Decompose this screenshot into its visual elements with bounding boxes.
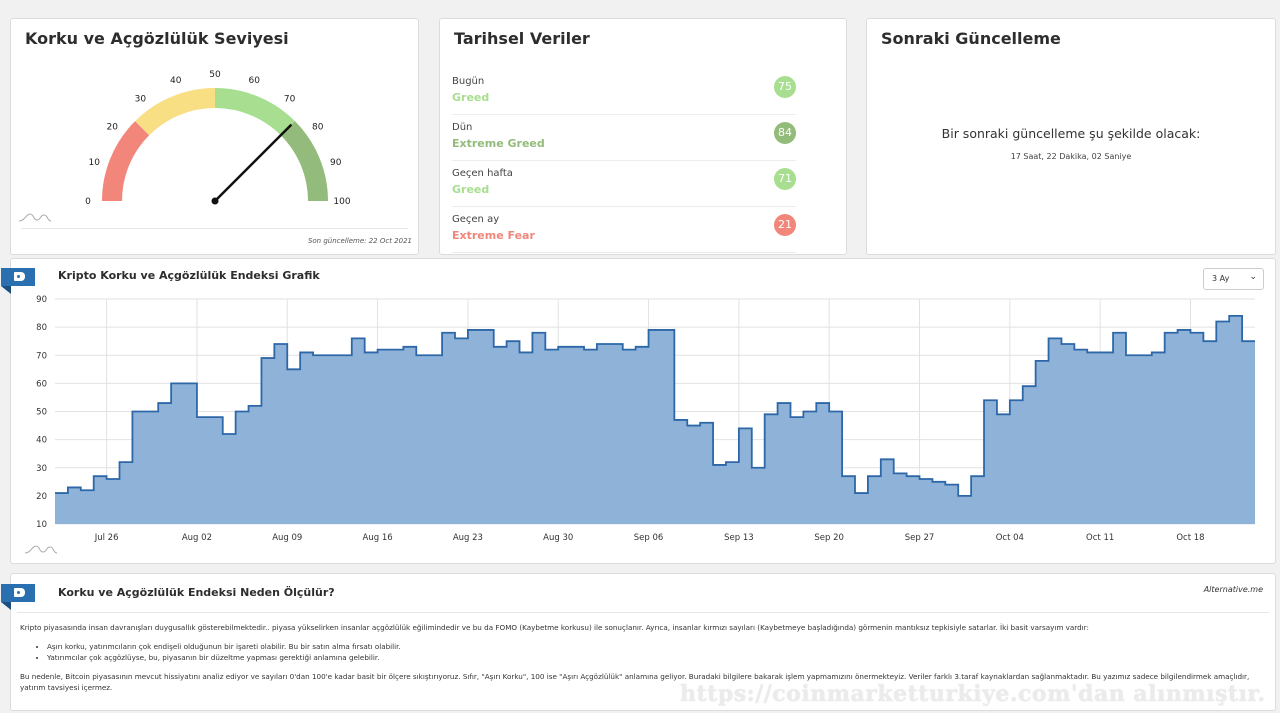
history-row-last-month: Geçen ay Extreme Fear 21 <box>452 209 796 253</box>
tag-icon <box>14 272 25 281</box>
next-update-title: Sonraki Güncelleme <box>881 29 1061 48</box>
alternative-me-logo-icon <box>18 213 52 222</box>
history-label: Bugün <box>452 76 485 87</box>
y-tick-label: 50 <box>36 408 47 418</box>
gauge-tick-label: 30 <box>135 94 147 104</box>
info-bullet: Yatırımcılar çok açgözlüyse, bu, piyasan… <box>47 652 401 663</box>
tag-ribbon <box>1 268 35 294</box>
info-divider <box>17 612 1269 613</box>
x-tick-label: Sep 27 <box>905 533 935 543</box>
tag-icon <box>14 588 25 597</box>
gauge-segment <box>102 121 150 201</box>
y-tick-label: 20 <box>36 492 47 502</box>
gauge-tick-label: 50 <box>209 70 221 80</box>
history-label: Dün <box>452 122 473 133</box>
info-card: Korku ve Açgözlülük Endeksi Neden Ölçülü… <box>1 573 1276 711</box>
x-tick-label: Sep 13 <box>724 533 754 543</box>
x-tick-label: Jul 26 <box>94 533 119 543</box>
info-title: Korku ve Açgözlülük Endeksi Neden Ölçülü… <box>58 586 335 599</box>
history-value-badge: 21 <box>774 214 796 236</box>
next-update-card: Sonraki Güncelleme Bir sonraki güncellem… <box>866 18 1276 255</box>
gauge-tick-label: 70 <box>284 94 296 104</box>
history-value-badge: 71 <box>774 168 796 190</box>
history-classification: Greed <box>452 91 490 104</box>
gauge-tick-label: 100 <box>333 197 350 207</box>
gauge-tick-label: 20 <box>107 122 119 132</box>
chart-series-line <box>55 314 1255 497</box>
gauge-hub <box>211 197 219 205</box>
history-classification: Extreme Greed <box>452 137 545 150</box>
x-tick-label: Aug 23 <box>453 533 483 543</box>
history-label: Geçen ay <box>452 214 500 225</box>
x-tick-label: Aug 30 <box>543 533 573 543</box>
historical-card: Tarihsel Veriler Bugün Greed 75 Dün Extr… <box>439 18 847 255</box>
x-tick-label: Sep 20 <box>814 533 844 543</box>
y-tick-label: 30 <box>36 464 47 474</box>
x-tick-label: Oct 11 <box>1086 533 1114 543</box>
gauge-segment <box>215 88 295 136</box>
info-bullet: Aşırı korku, yatırımcıların çok endişeli… <box>47 641 401 652</box>
gauge-needle <box>213 124 292 203</box>
historical-title: Tarihsel Veriler <box>454 29 590 48</box>
x-tick-label: Aug 16 <box>363 533 393 543</box>
gauge-tick-label: 40 <box>170 76 182 86</box>
x-tick-label: Oct 04 <box>996 533 1024 543</box>
next-update-countdown: 17 Saat, 22 Dakika, 02 Saniye <box>1010 152 1132 161</box>
last-update-text: Son güncelleme: 22 Oct 2021 <box>307 237 412 245</box>
chart-card: 10 20 30 40 50 60 70 80 90 Jul 26 Aug 02 Aug 09 Aug… <box>1 258 1276 564</box>
y-tick-label: 90 <box>36 295 47 305</box>
history-value-badge: 75 <box>774 76 796 98</box>
x-tick-label: Oct 18 <box>1176 533 1204 543</box>
gauge-tick-label: 80 <box>312 122 324 132</box>
gauge-tick-label: 90 <box>330 158 342 168</box>
gauge-tick-label: 0 <box>85 197 91 207</box>
gauge: 0 10 20 30 40 50 60 70 80 90 100 <box>85 70 351 207</box>
y-tick-label: 10 <box>36 520 47 530</box>
chevron-down-icon: ⌄ <box>1249 272 1257 282</box>
info-paragraph-2: Bu nedenle, Bitcoin piyasasının mevcut h… <box>20 672 1250 692</box>
y-tick-label: 70 <box>36 351 47 361</box>
gauge-tick-label: 60 <box>249 76 261 86</box>
chart-area-fill <box>55 315 1255 524</box>
y-tick-label: 40 <box>36 436 47 446</box>
history-classification: Greed <box>452 183 490 196</box>
x-tick-label: Aug 09 <box>272 533 302 543</box>
y-tick-label: 60 <box>36 379 47 389</box>
history-classification: Extreme Fear <box>452 229 535 242</box>
gauge-segment <box>135 88 215 136</box>
gauge-divider <box>21 228 408 229</box>
gauge-segment <box>280 121 328 201</box>
history-value-badge: 84 <box>774 122 796 144</box>
tag-ribbon <box>1 584 35 610</box>
range-select[interactable]: 3 Ay ⌄ <box>1203 268 1264 290</box>
fear-greed-chart: 10 20 30 40 50 60 70 80 90 Jul 26 Aug 02 Aug 09 Aug… <box>36 295 1255 543</box>
history-row-today: Bugün Greed 75 <box>452 71 796 115</box>
x-tick-label: Aug 02 <box>182 533 212 543</box>
watermark: https://coinmarketturkiye.com'dan alınmı… <box>680 681 1266 707</box>
gauge-card: Korku ve Açgözlülük Seviyesi 0 10 20 30 40 50… <box>10 18 419 255</box>
history-row-last-week: Geçen hafta Greed 71 <box>452 163 796 207</box>
history-label: Geçen hafta <box>452 168 513 179</box>
source-label: Alternative.me <box>1203 585 1263 594</box>
x-tick-label: Sep 06 <box>634 533 664 543</box>
next-update-text: Bir sonraki güncelleme şu şekilde olacak… <box>941 126 1201 141</box>
gauge-title: Korku ve Açgözlülük Seviyesi <box>25 29 289 48</box>
gauge-tick-label: 10 <box>88 158 100 168</box>
info-bullets: Aşırı korku, yatırımcıların çok endişeli… <box>47 641 401 663</box>
alternative-me-logo-icon <box>24 545 58 554</box>
range-select-value: 3 Ay <box>1212 274 1230 283</box>
y-tick-label: 80 <box>36 323 47 333</box>
chart-title: Kripto Korku ve Açgözlülük Endeksi Grafi… <box>58 269 320 282</box>
info-paragraph-1: Kripto piyasasında insan davranışları du… <box>20 623 1089 632</box>
history-row-yesterday: Dün Extreme Greed 84 <box>452 117 796 161</box>
